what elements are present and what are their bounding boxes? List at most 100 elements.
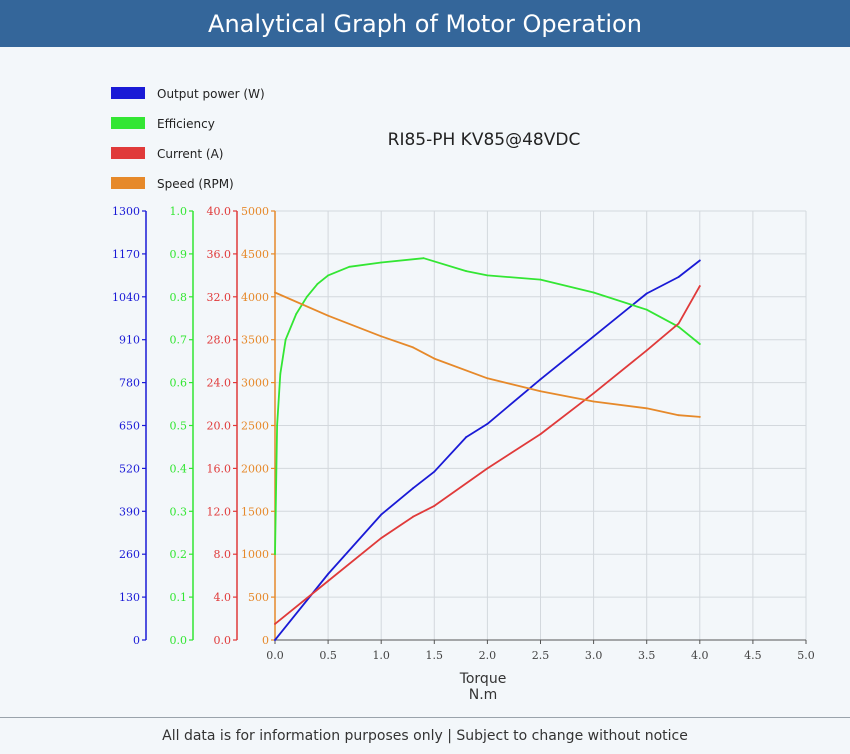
data-point-current (592, 392, 595, 395)
data-point-current (380, 537, 383, 540)
data-point-efficiency (316, 283, 319, 285)
page-header: Analytical Graph of Motor Operation (0, 0, 850, 47)
power-axis-tick-label: 130 (119, 591, 140, 604)
data-point-speed (698, 416, 701, 418)
efficiency-axis-tick-label: 0.8 (170, 291, 188, 304)
data-point-efficiency (295, 313, 298, 315)
efficiency-axis-tick-label: 0.6 (170, 377, 188, 390)
legend-label-speed: Speed (RPM) (157, 177, 234, 191)
speed-axis-tick-label: 2000 (241, 462, 269, 475)
data-point-speed (486, 377, 489, 380)
current-axis-tick-label: 24.0 (207, 377, 232, 390)
power-axis-tick-label: 650 (119, 420, 140, 433)
data-point-speed (645, 407, 648, 410)
data-point-power (645, 292, 648, 295)
data-point-efficiency (274, 553, 276, 556)
efficiency-axis-tick-label: 0.5 (170, 420, 188, 433)
footer-disclaimer: All data is for information purposes onl… (162, 728, 688, 744)
speed-axis-tick-label: 0 (262, 634, 269, 647)
motor-chart: 0 130 260 390 520 650 780 910 1040 1170 1300 0.0 0.1… (111, 87, 815, 703)
x-axis-tick-label: 3.0 (585, 649, 603, 662)
efficiency-axis-tick-label: 1.0 (170, 205, 188, 218)
data-point-power (433, 470, 436, 473)
data-point-efficiency (465, 270, 468, 272)
current-axis-tick-label: 8.0 (214, 548, 232, 561)
speed-axis-tick-label: 1000 (241, 548, 269, 561)
data-point-power (412, 487, 414, 490)
data-point-efficiency (592, 291, 595, 294)
current-axis-tick-label: 36.0 (207, 248, 232, 261)
data-point-current (645, 349, 648, 352)
power-axis-tick-label: 910 (119, 334, 140, 347)
efficiency-axis-tick-label: 0.3 (170, 505, 188, 518)
current-axis-tick-label: 12.0 (207, 505, 232, 518)
data-point-power (380, 513, 383, 516)
speed-axis-tick-label: 4000 (241, 291, 269, 304)
efficiency-axis-tick-label: 0.0 (170, 634, 188, 647)
legend-label-power: Output power (W) (157, 87, 265, 101)
x-axis-unit: N.m (469, 687, 498, 703)
series-line-power (274, 259, 701, 641)
x-axis-tick-label: 5.0 (797, 649, 815, 662)
speed-axis-tick-label: 500 (248, 591, 269, 604)
page-footer: All data is for information purposes onl… (0, 717, 850, 754)
data-point-speed (327, 314, 329, 317)
efficiency-axis-tick-label: 0.7 (170, 334, 188, 347)
chart-title: RI85-PH KV85@48VDC (388, 130, 581, 150)
data-point-speed (592, 400, 595, 403)
efficiency-axis-tick-label: 0.2 (170, 548, 188, 561)
x-axis-tick-label: 3.5 (638, 649, 656, 662)
data-point-efficiency (698, 343, 701, 345)
data-point-speed (412, 346, 414, 349)
efficiency-axis-tick-label: 0.4 (170, 462, 188, 475)
legend-swatch-speed (111, 177, 145, 189)
data-point-speed (433, 357, 436, 360)
data-point-current (274, 623, 276, 625)
data-point-power (677, 276, 680, 278)
data-point-efficiency (348, 265, 351, 268)
efficiency-axis-tick-label: 0.9 (170, 248, 188, 261)
data-point-speed (380, 335, 383, 338)
current-axis-tick-label: 16.0 (207, 462, 232, 475)
current-axis-tick-label: 28.0 (207, 334, 232, 347)
chart-area: 0 130 260 390 520 650 780 910 1040 1170 1300 0.0 0.1… (0, 47, 850, 717)
legend-label-current: Current (A) (157, 147, 223, 161)
page-title: Analytical Graph of Motor Operation (208, 9, 642, 38)
x-axis-tick-label: 2.0 (479, 649, 497, 662)
data-point-efficiency (279, 373, 282, 375)
data-point-speed (274, 291, 276, 294)
power-axis-tick-label: 1170 (112, 248, 140, 261)
data-point-power (486, 422, 489, 425)
data-point-efficiency (305, 295, 308, 298)
legend-label-efficiency: Efficiency (157, 117, 215, 131)
data-point-current (698, 285, 701, 287)
speed-axis-tick-label: 2500 (241, 420, 269, 433)
legend-swatch-current (111, 147, 145, 159)
data-point-efficiency (276, 424, 279, 427)
data-point-power (327, 573, 329, 575)
power-axis-tick-label: 780 (119, 377, 140, 390)
power-axis-tick-label: 1300 (112, 205, 140, 218)
current-axis-tick-label: 32.0 (207, 291, 232, 304)
power-axis-tick-label: 390 (119, 505, 140, 518)
data-point-efficiency (327, 274, 329, 277)
speed-axis-tick-label: 5000 (241, 205, 269, 218)
data-point-power (465, 436, 468, 438)
speed-axis-tick-label: 3500 (241, 334, 269, 347)
data-point-current (677, 322, 680, 325)
data-point-current (486, 467, 489, 470)
data-point-power (592, 335, 595, 338)
current-axis-tick-label: 0.0 (214, 634, 232, 647)
x-axis-tick-label: 1.5 (426, 649, 444, 662)
data-point-current (412, 515, 414, 518)
data-point-speed (677, 414, 680, 417)
x-axis-tick-label: 0.0 (266, 649, 284, 662)
series-line-efficiency (274, 257, 701, 556)
power-axis-tick-label: 1040 (112, 291, 140, 304)
data-point-efficiency (284, 338, 287, 341)
current-axis-tick-label: 4.0 (214, 591, 232, 604)
data-point-power (698, 259, 701, 262)
legend-swatch-power (111, 87, 145, 99)
data-point-efficiency (422, 257, 425, 260)
data-point-speed (539, 390, 542, 393)
